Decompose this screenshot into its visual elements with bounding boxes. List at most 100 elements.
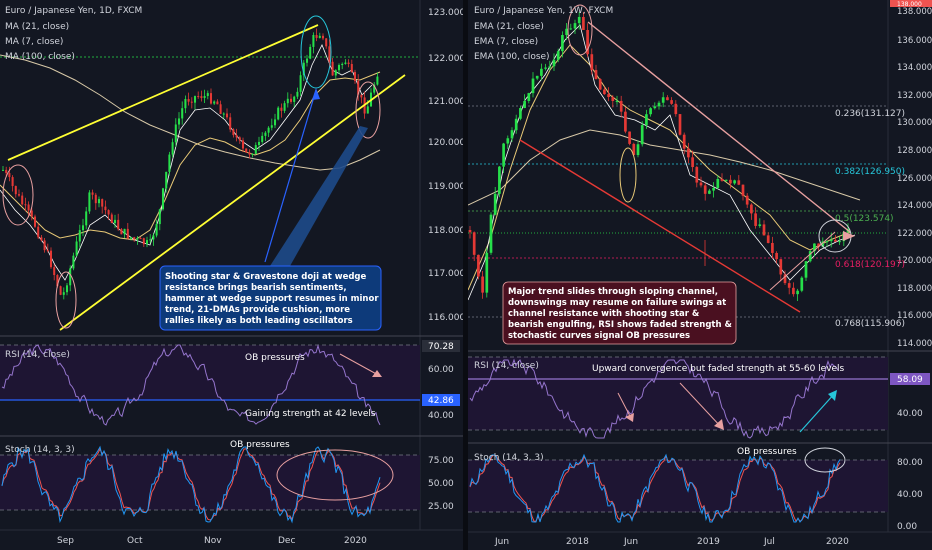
left-candle-body xyxy=(133,237,136,240)
right-candle-body xyxy=(775,252,778,260)
right-ellipse-2018-high xyxy=(567,4,593,56)
right-rsi-arrowhead-1 xyxy=(625,413,634,422)
left-time-tick: Oct xyxy=(127,536,143,546)
right-candle-body xyxy=(699,182,703,186)
left-candle-body xyxy=(229,117,232,130)
right-price-tick: 132.000 xyxy=(897,91,932,101)
left-price-ticks: 123.000 122.000 121.000 120.000 119.000 … xyxy=(428,8,465,323)
right-candle-body xyxy=(636,144,640,156)
right-candle-body xyxy=(771,242,774,253)
right-top-price-tag-text: 138.000 xyxy=(897,1,922,8)
right-price-tick: 122.000 xyxy=(897,229,932,239)
right-candle-body xyxy=(598,79,602,90)
right-candle-body xyxy=(750,204,753,214)
right-candle-body xyxy=(615,100,619,102)
left-candle-body xyxy=(165,171,168,189)
right-stoch-zone xyxy=(468,460,888,512)
right-candle-body xyxy=(552,59,556,67)
left-candle-body xyxy=(257,141,261,146)
right-candle-body xyxy=(829,239,833,242)
right-candle-body xyxy=(687,148,690,158)
right-rsi-arrowhead-3 xyxy=(828,390,837,401)
right-price-tick: 134.000 xyxy=(897,63,932,73)
left-stoch-tick: 50.00 xyxy=(428,479,454,489)
left-stoch-ellipse xyxy=(276,449,394,501)
left-candle-body xyxy=(280,107,283,111)
left-rsi-line xyxy=(1,344,381,426)
left-rsi-tick: 40.00 xyxy=(428,411,454,421)
right-price-tick: 136.000 xyxy=(897,36,932,46)
left-candle-body xyxy=(344,62,347,64)
left-callout-arrowhead-1 xyxy=(312,88,320,100)
fib-label-05: 0.5(123.574) xyxy=(835,214,894,224)
right-stoch-tick: 80.00 xyxy=(897,458,923,468)
right-candle-body xyxy=(594,70,598,80)
left-candle-body xyxy=(158,209,161,225)
left-rsi-tick: 60.00 xyxy=(428,365,454,375)
right-candle-body xyxy=(682,134,686,149)
left-candle-body xyxy=(85,211,88,226)
left-candle-body xyxy=(328,46,331,62)
left-candle-body xyxy=(347,62,350,65)
left-stoch-label: Stoch (14, 3, 3) xyxy=(5,445,75,455)
left-candle-body xyxy=(168,154,171,172)
right-candle-body xyxy=(645,114,648,126)
right-stoch-tick: 0.00 xyxy=(897,522,917,532)
right-candle-body xyxy=(561,35,564,52)
left-ma-label: MA (100, close) xyxy=(5,52,75,62)
right-candle-body xyxy=(703,185,707,194)
left-candle-body xyxy=(1,169,5,171)
left-candle-body xyxy=(46,250,49,252)
right-candle-body xyxy=(590,54,594,71)
right-candle-body xyxy=(628,131,631,144)
left-rsi-note-bottom: Gaining strength at 42 levels xyxy=(245,409,376,419)
left-candle-body xyxy=(30,210,33,217)
right-time-tick: Jun xyxy=(494,537,509,547)
left-candle-body xyxy=(193,96,197,103)
right-chart-title: Euro / Japanese Yen, 1W, FXCM xyxy=(474,6,613,16)
right-candle-body xyxy=(745,195,749,205)
left-wedge-upper-line xyxy=(7,24,319,161)
left-candle-body xyxy=(366,106,369,114)
right-candle-body xyxy=(472,232,476,255)
right-price-tick: 114.000 xyxy=(897,339,932,349)
left-candle-body xyxy=(174,124,177,143)
left-candle-body xyxy=(8,173,11,178)
right-rsi-tag xyxy=(890,373,930,385)
left-rsi-label: RSI (14, close) xyxy=(5,350,70,360)
right-time-tick: Jun xyxy=(623,537,638,547)
left-candle-body xyxy=(142,238,145,245)
left-candle-body xyxy=(248,152,251,155)
right-candle-body xyxy=(493,193,497,215)
left-wedge-lower-line xyxy=(59,74,406,331)
fib-label-0768: 0.768(115.906) xyxy=(835,319,905,329)
right-ema-label: EMA (21, close) xyxy=(474,22,544,32)
left-rsi-zone xyxy=(0,345,420,400)
left-candle-body xyxy=(17,194,21,196)
right-candle-body xyxy=(527,93,531,102)
left-price-tick: 121.000 xyxy=(428,97,465,107)
right-price-tick: 130.000 xyxy=(897,118,932,128)
right-annotation-line: channel resistance with shooting star & xyxy=(508,309,700,319)
right-candle-body xyxy=(510,130,514,139)
left-candle-body xyxy=(184,99,187,109)
right-candle-body xyxy=(762,224,766,236)
right-candle-body xyxy=(540,68,543,76)
left-candle-body xyxy=(360,94,363,98)
left-candle-body xyxy=(107,210,110,215)
left-candle-body xyxy=(14,186,17,195)
right-candle-body xyxy=(783,274,787,284)
left-candle-body xyxy=(155,224,158,236)
left-candle-body xyxy=(350,64,353,73)
left-candle-body xyxy=(177,118,181,125)
right-time-tick: 2019 xyxy=(697,537,720,547)
left-candle-body xyxy=(11,177,14,187)
left-candle-body xyxy=(264,132,267,136)
left-candle-body xyxy=(104,206,107,211)
right-candle-body xyxy=(611,97,615,102)
left-candle-body xyxy=(283,103,286,111)
left-candle-body xyxy=(110,214,113,224)
right-rsi-label: RSI (14, close) xyxy=(474,361,539,371)
left-candle-body xyxy=(232,129,235,136)
